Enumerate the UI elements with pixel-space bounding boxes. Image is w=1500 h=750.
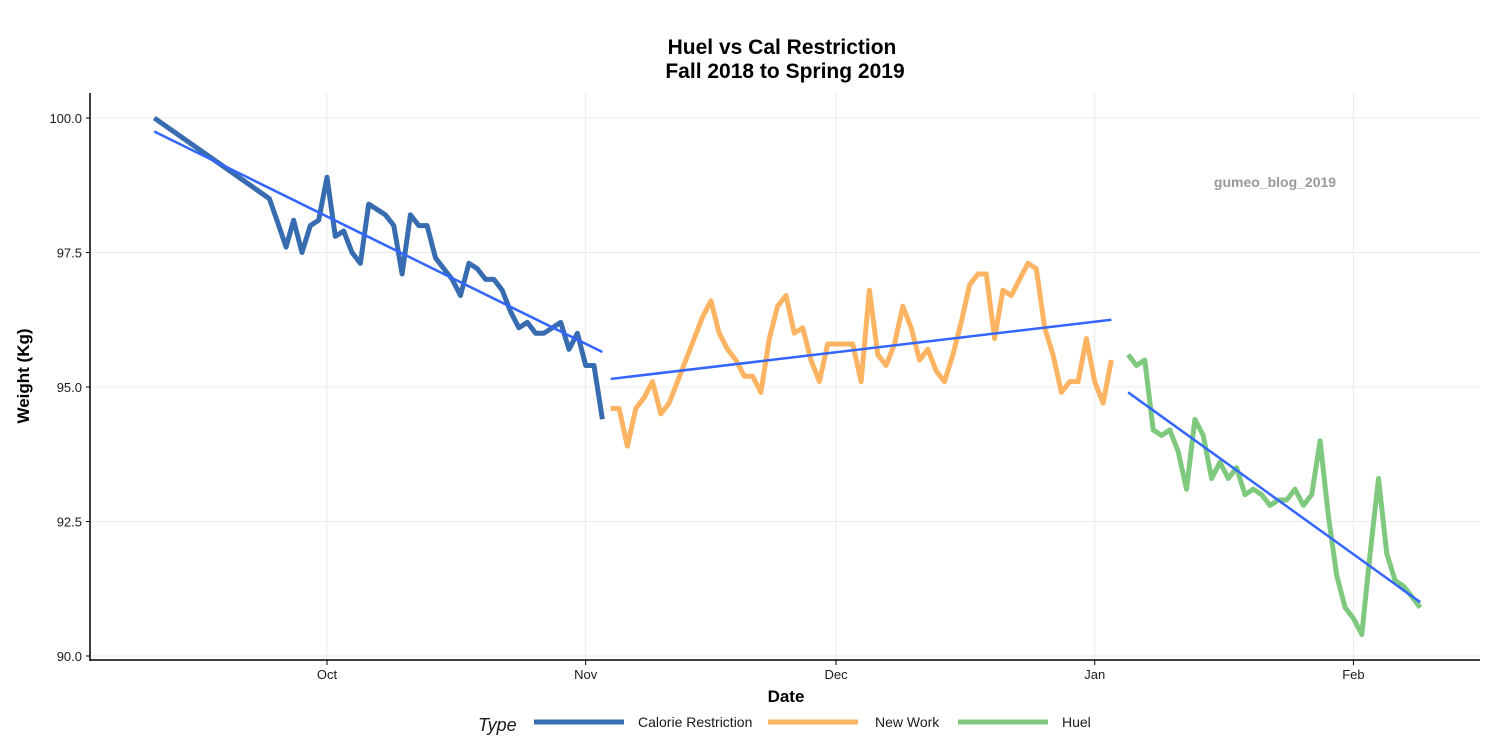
trend-line-new-work: [610, 318, 1112, 381]
x-tick-label: Feb: [1342, 667, 1364, 682]
y-tick-label: 95.0: [57, 380, 82, 395]
x-axis-title: Date: [768, 687, 805, 706]
trend-line-huel: [1127, 391, 1421, 604]
x-axis-ticks: Oct Nov Dec Jan Feb: [317, 660, 1365, 682]
x-tick-label: Jan: [1084, 667, 1105, 682]
y-axis-title: Weight (Kg): [14, 328, 33, 423]
chart-subtitle: Fall 2018 to Spring 2019: [665, 60, 904, 83]
y-tick-label: 100.0: [49, 111, 82, 126]
series-line-new-work: [610, 260, 1114, 449]
series-layer: [152, 115, 1423, 637]
legend-label-huel: Huel: [1062, 714, 1091, 730]
y-tick-label: 92.5: [57, 515, 82, 530]
watermark-annotation: gumeo_blog_2019: [1214, 174, 1336, 190]
chart-title: Huel vs Cal Restriction: [668, 36, 897, 59]
legend-title: Type: [478, 715, 517, 735]
x-tick-label: Oct: [317, 667, 338, 682]
legend: Type Calorie Restriction New Work Huel: [478, 714, 1091, 735]
trend-line-calorie-restriction: [153, 130, 603, 354]
trend-layer: [153, 130, 1421, 604]
y-axis-ticks: 90.0 92.5 95.0 97.5 100.0: [49, 111, 90, 664]
x-tick-label: Dec: [824, 667, 848, 682]
series-line-calorie-restriction: [152, 115, 605, 420]
y-tick-label: 90.0: [57, 649, 82, 664]
series-line-huel: [1126, 353, 1423, 637]
x-tick-label: Nov: [574, 667, 598, 682]
legend-label-new-work: New Work: [875, 714, 940, 730]
legend-label-calorie-restriction: Calorie Restriction: [638, 714, 752, 730]
y-tick-label: 97.5: [57, 246, 82, 261]
